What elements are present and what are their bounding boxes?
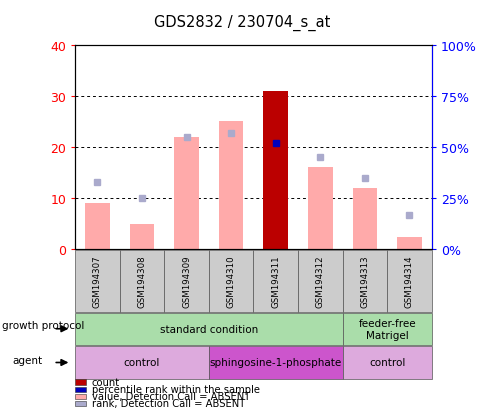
Text: GSM194314: GSM194314 [404,255,413,308]
Bar [396,237,421,250]
Text: control: control [123,358,160,368]
Bar [352,188,376,250]
Bar [85,204,109,250]
Text: count: count [91,377,120,387]
Text: percentile rank within the sample: percentile rank within the sample [91,384,259,394]
Text: GSM194311: GSM194311 [271,255,280,308]
Text: GSM194309: GSM194309 [182,255,191,307]
Bar [130,224,154,250]
Text: GSM194308: GSM194308 [137,255,146,308]
Text: GSM194312: GSM194312 [315,255,324,308]
Text: GSM194313: GSM194313 [360,255,368,308]
Text: control: control [368,358,405,368]
Text: sphingosine-1-phosphate: sphingosine-1-phosphate [209,358,341,368]
Bar [174,138,198,250]
Bar [263,91,287,250]
Text: feeder-free
Matrigel: feeder-free Matrigel [358,318,415,340]
Bar [307,168,332,250]
Text: agent: agent [12,355,42,365]
Text: growth protocol: growth protocol [2,320,85,331]
Text: rank, Detection Call = ABSENT: rank, Detection Call = ABSENT [91,398,244,408]
Text: value, Detection Call = ABSENT: value, Detection Call = ABSENT [91,391,249,401]
Bar [218,122,243,250]
Text: GSM194310: GSM194310 [226,255,235,308]
Text: GSM194307: GSM194307 [93,255,102,308]
Text: standard condition: standard condition [159,324,257,334]
Text: GDS2832 / 230704_s_at: GDS2832 / 230704_s_at [154,14,330,31]
